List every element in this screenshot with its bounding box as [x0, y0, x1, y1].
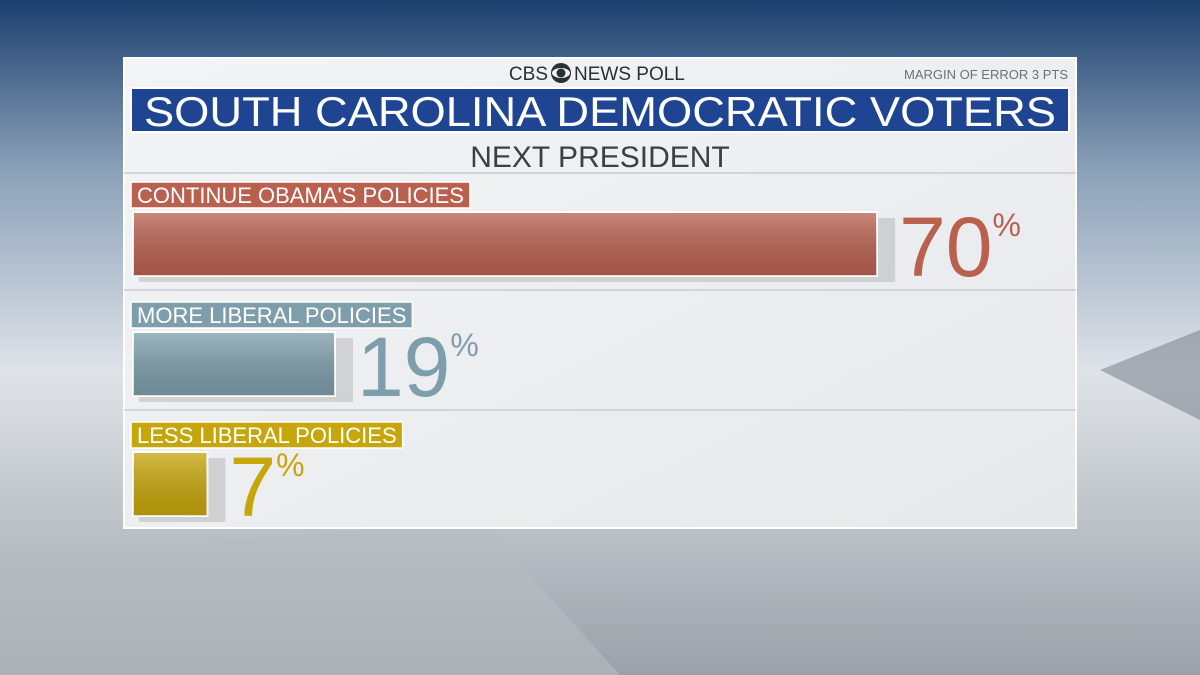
- margin-note: MARGIN OF ERROR 3 PTS: [904, 67, 1068, 82]
- background-shape: [1100, 330, 1200, 420]
- bar-shine: [133, 452, 208, 516]
- bar-shine: [133, 332, 335, 396]
- chart-title: SOUTH CAROLINA DEMOCRATIC VOTERS: [144, 88, 1056, 135]
- category-label-box: [130, 181, 471, 209]
- category-label-box: [130, 421, 404, 449]
- chart-subtitle: NEXT PRESIDENT: [470, 141, 730, 174]
- cbs-eye-logo: [551, 63, 571, 83]
- value-label: 7%: [229, 440, 304, 534]
- category-label: CONTINUE OBAMA'S POLICIES: [137, 183, 464, 208]
- category-label: MORE LIBERAL POLICIES: [137, 303, 406, 328]
- category-label-box: [130, 301, 414, 329]
- bar-shine: [133, 212, 878, 276]
- title-bar: [130, 87, 1070, 133]
- value-label: 19%: [357, 320, 479, 414]
- panel: [123, 57, 1077, 529]
- value-label: 70%: [899, 200, 1021, 294]
- brand: CBS: [509, 64, 548, 85]
- brand-suffix: NEWS POLL: [574, 64, 685, 85]
- category-label: LESS LIBERAL POLICIES: [137, 423, 397, 448]
- background-shape: [0, 520, 620, 675]
